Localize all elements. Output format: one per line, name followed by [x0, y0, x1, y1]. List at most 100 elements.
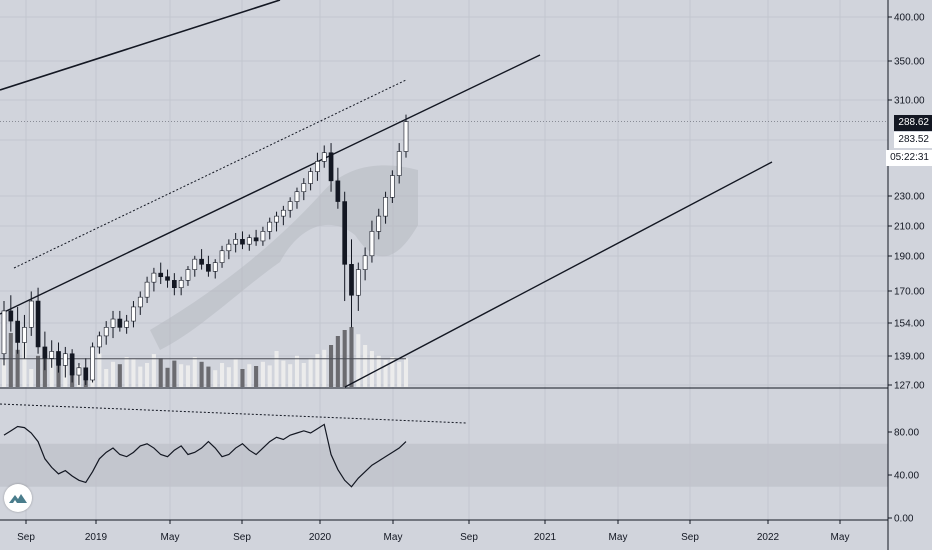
candle-body	[35, 300, 41, 348]
candle-body	[62, 353, 68, 366]
candle-body	[1, 310, 7, 355]
volume-bar	[308, 358, 313, 387]
volume-bar	[376, 355, 381, 387]
candle-body	[281, 209, 286, 217]
candle-body	[90, 346, 95, 381]
time-tick-label: May	[161, 532, 180, 543]
lower-channel-line[interactable]	[344, 161, 773, 388]
time-tick-label: May	[831, 532, 850, 543]
volume-bar	[49, 358, 54, 387]
candle-body	[342, 201, 348, 265]
rsi-band	[0, 443, 888, 487]
volume-bar	[124, 357, 129, 387]
price-tick-label: 230.00	[894, 192, 925, 203]
volume-bar	[363, 345, 368, 387]
mountain-logo-icon[interactable]	[4, 484, 32, 512]
volume-bar	[349, 327, 354, 387]
candle-body	[158, 272, 164, 278]
rsi-tick-label: 0.00	[894, 514, 914, 525]
candle-body	[355, 269, 361, 296]
candle-body	[165, 276, 170, 281]
bar-countdown-label: 05:22:31	[886, 150, 932, 166]
volume-bar	[226, 367, 231, 387]
candle-body	[199, 258, 204, 265]
rsi-tick-label: 40.00	[894, 471, 919, 482]
candle-body	[240, 239, 245, 245]
volume-bar	[247, 364, 252, 387]
volume-bar	[117, 364, 122, 387]
volume-bar	[206, 366, 211, 387]
candle-body	[315, 161, 320, 172]
volume-bar	[145, 363, 150, 387]
trendlines[interactable]	[0, 0, 773, 424]
price-tick-label: 350.00	[894, 57, 925, 68]
candle-body	[301, 183, 307, 193]
dotted-channel-line[interactable]	[13, 79, 407, 269]
volume-bar	[15, 349, 20, 387]
volume-bar	[158, 358, 163, 387]
time-tick-label: Sep	[17, 532, 35, 543]
middle-channel-line[interactable]	[0, 54, 541, 315]
volume-bar	[301, 363, 306, 387]
candle-body	[321, 152, 327, 162]
volume-bar	[294, 355, 300, 387]
upper-channel-line[interactable]	[0, 0, 281, 91]
volume-bar	[356, 334, 361, 387]
volume-bar	[288, 364, 293, 387]
candle-body	[22, 327, 27, 343]
candle-body	[212, 262, 218, 272]
volume-bar	[36, 355, 41, 387]
volume-bar	[281, 360, 286, 387]
candle-body	[97, 335, 102, 348]
volume-bar	[315, 354, 320, 387]
time-tick-label: Sep	[681, 532, 699, 543]
candle-body	[349, 264, 354, 296]
volume-bar	[192, 357, 197, 387]
candle-body	[308, 171, 313, 184]
candle-body	[110, 318, 116, 328]
price-tick-label: 127.00	[894, 381, 925, 392]
rsi-panel	[0, 387, 888, 488]
volume-bar	[1, 360, 7, 387]
volume-bar	[110, 361, 116, 387]
candle-body	[137, 296, 143, 308]
volume-bar	[104, 369, 109, 387]
volume-bar	[219, 363, 225, 387]
time-tick-label: 2020	[309, 532, 332, 543]
volume-bar	[22, 340, 27, 387]
candle-body	[267, 221, 273, 232]
rsi-dotted-line[interactable]	[0, 403, 467, 424]
volume-bar	[29, 369, 34, 387]
volume-bar	[8, 333, 13, 387]
volume-bar	[185, 365, 191, 387]
candle-body	[396, 151, 402, 176]
rsi-tick-label: 80.00	[894, 428, 919, 439]
grid-lines	[0, 0, 888, 520]
candle-body	[219, 250, 225, 263]
candle-body	[144, 281, 150, 298]
volume-bar	[138, 366, 143, 387]
volume-bar	[274, 351, 279, 387]
volume-bar	[383, 360, 388, 387]
volume-bar	[335, 336, 340, 387]
time-tick-label: May	[609, 532, 628, 543]
volume-bar	[260, 361, 265, 387]
volume-bar	[397, 361, 402, 387]
time-tick-label: May	[384, 532, 403, 543]
candle-body	[274, 215, 279, 223]
candle-body	[171, 280, 177, 289]
candle-body	[83, 367, 89, 381]
candle-body	[103, 327, 109, 337]
candle-body	[206, 264, 211, 272]
candle-body	[69, 353, 75, 376]
candle-body	[56, 351, 61, 366]
candle-body	[369, 231, 375, 257]
previous-price-label: 283.52	[894, 132, 932, 148]
volume-bar	[199, 361, 204, 387]
volume-bar	[254, 366, 259, 387]
candle-body	[328, 152, 334, 182]
price-tick-label: 170.00	[894, 287, 925, 298]
